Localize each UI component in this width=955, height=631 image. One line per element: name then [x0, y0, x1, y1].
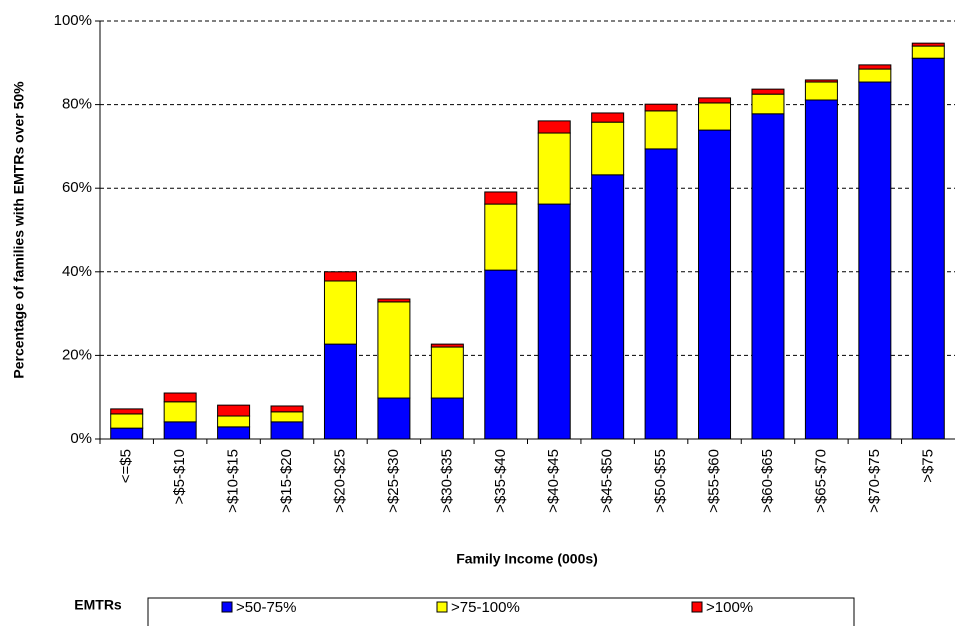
bar-segment	[751, 113, 785, 440]
bar-segment	[430, 343, 464, 348]
bar-segment	[804, 81, 838, 101]
bar-segment	[698, 129, 732, 440]
bar-segment	[110, 408, 144, 415]
bar-segment	[911, 45, 945, 59]
x-tick-label: >$20-$25	[331, 449, 348, 513]
x-tick-label: >$70-$75	[866, 449, 883, 513]
x-tick-label: >$40-$45	[545, 449, 562, 513]
x-tick-label: >$65-$70	[812, 449, 829, 513]
x-tick-label: >$45-$50	[599, 449, 616, 513]
bar-segment	[430, 397, 464, 440]
x-tick-label: >$10-$15	[225, 449, 242, 513]
bar-segment	[270, 405, 304, 413]
x-tick-label: >$60-$65	[759, 449, 776, 513]
bar-segment	[270, 411, 304, 423]
y-tick-label: 80%	[62, 96, 92, 113]
bar-segment	[110, 427, 144, 440]
bar-segment	[377, 301, 411, 399]
bar-segment	[323, 271, 357, 282]
legend-label: >50-75%	[236, 599, 296, 616]
y-axis-title: Percentage of families with EMTRs over 5…	[11, 81, 27, 379]
bar-segment	[858, 81, 892, 440]
bar-segment	[377, 298, 411, 303]
x-tick-label: <=$5	[118, 449, 135, 483]
bar-segment	[804, 99, 838, 440]
bar-segment	[217, 426, 251, 440]
x-tick-label: >$35-$40	[492, 449, 509, 513]
bar-segment	[163, 421, 197, 440]
bar-segment	[591, 121, 625, 176]
legend-swatch	[221, 601, 233, 613]
bar-segment	[698, 102, 732, 131]
bar-segment	[217, 404, 251, 417]
bar-segment	[377, 397, 411, 440]
y-tick-label: 100%	[54, 12, 92, 29]
bar-segment	[858, 64, 892, 70]
bar-segment	[591, 174, 625, 440]
bar-segment	[537, 132, 571, 205]
bar-segment	[217, 415, 251, 428]
bar-segment	[430, 346, 464, 399]
x-tick-label: >$50-$55	[652, 449, 669, 513]
bar-segment	[751, 88, 785, 95]
y-tick-label: 20%	[62, 346, 92, 363]
bar-segment	[110, 413, 144, 429]
bar-segment	[323, 343, 357, 440]
x-axis-title: Family Income (000s)	[456, 551, 598, 567]
bar-segment	[537, 120, 571, 134]
x-tick-label: >$55-$60	[706, 449, 723, 513]
x-tick-label: >$5-$10	[171, 449, 188, 504]
y-tick-label: 60%	[62, 179, 92, 196]
bar-segment	[537, 203, 571, 440]
legend-label: >75-100%	[451, 599, 520, 616]
x-tick-label: >$25-$30	[385, 449, 402, 513]
bar-segment	[804, 79, 838, 83]
bar-segment	[270, 421, 304, 440]
bar-segment	[858, 68, 892, 83]
x-tick-label: >$75	[919, 449, 936, 483]
y-tick-label: 40%	[62, 263, 92, 280]
bar-segment	[323, 280, 357, 345]
bar-segment	[911, 57, 945, 440]
bar-segment	[163, 401, 197, 423]
bar-segment	[751, 93, 785, 115]
legend-title: EMTRs	[74, 597, 122, 613]
bar-segment	[698, 97, 732, 104]
bar-segment	[591, 112, 625, 123]
x-tick-label: >$15-$20	[278, 449, 295, 513]
bar-segment	[644, 110, 678, 150]
legend-swatch	[691, 601, 703, 613]
bar-segment	[163, 392, 197, 403]
bar-segment	[484, 191, 518, 205]
bar-segment	[484, 269, 518, 440]
legend-swatch	[436, 601, 448, 613]
bar-segment	[484, 203, 518, 271]
bar-segment	[644, 148, 678, 440]
legend-label: >100%	[706, 599, 753, 616]
x-tick-label: >$30-$35	[438, 449, 455, 513]
y-tick-label: 0%	[70, 430, 92, 447]
bar-segment	[644, 103, 678, 112]
bar-segment	[911, 42, 945, 47]
